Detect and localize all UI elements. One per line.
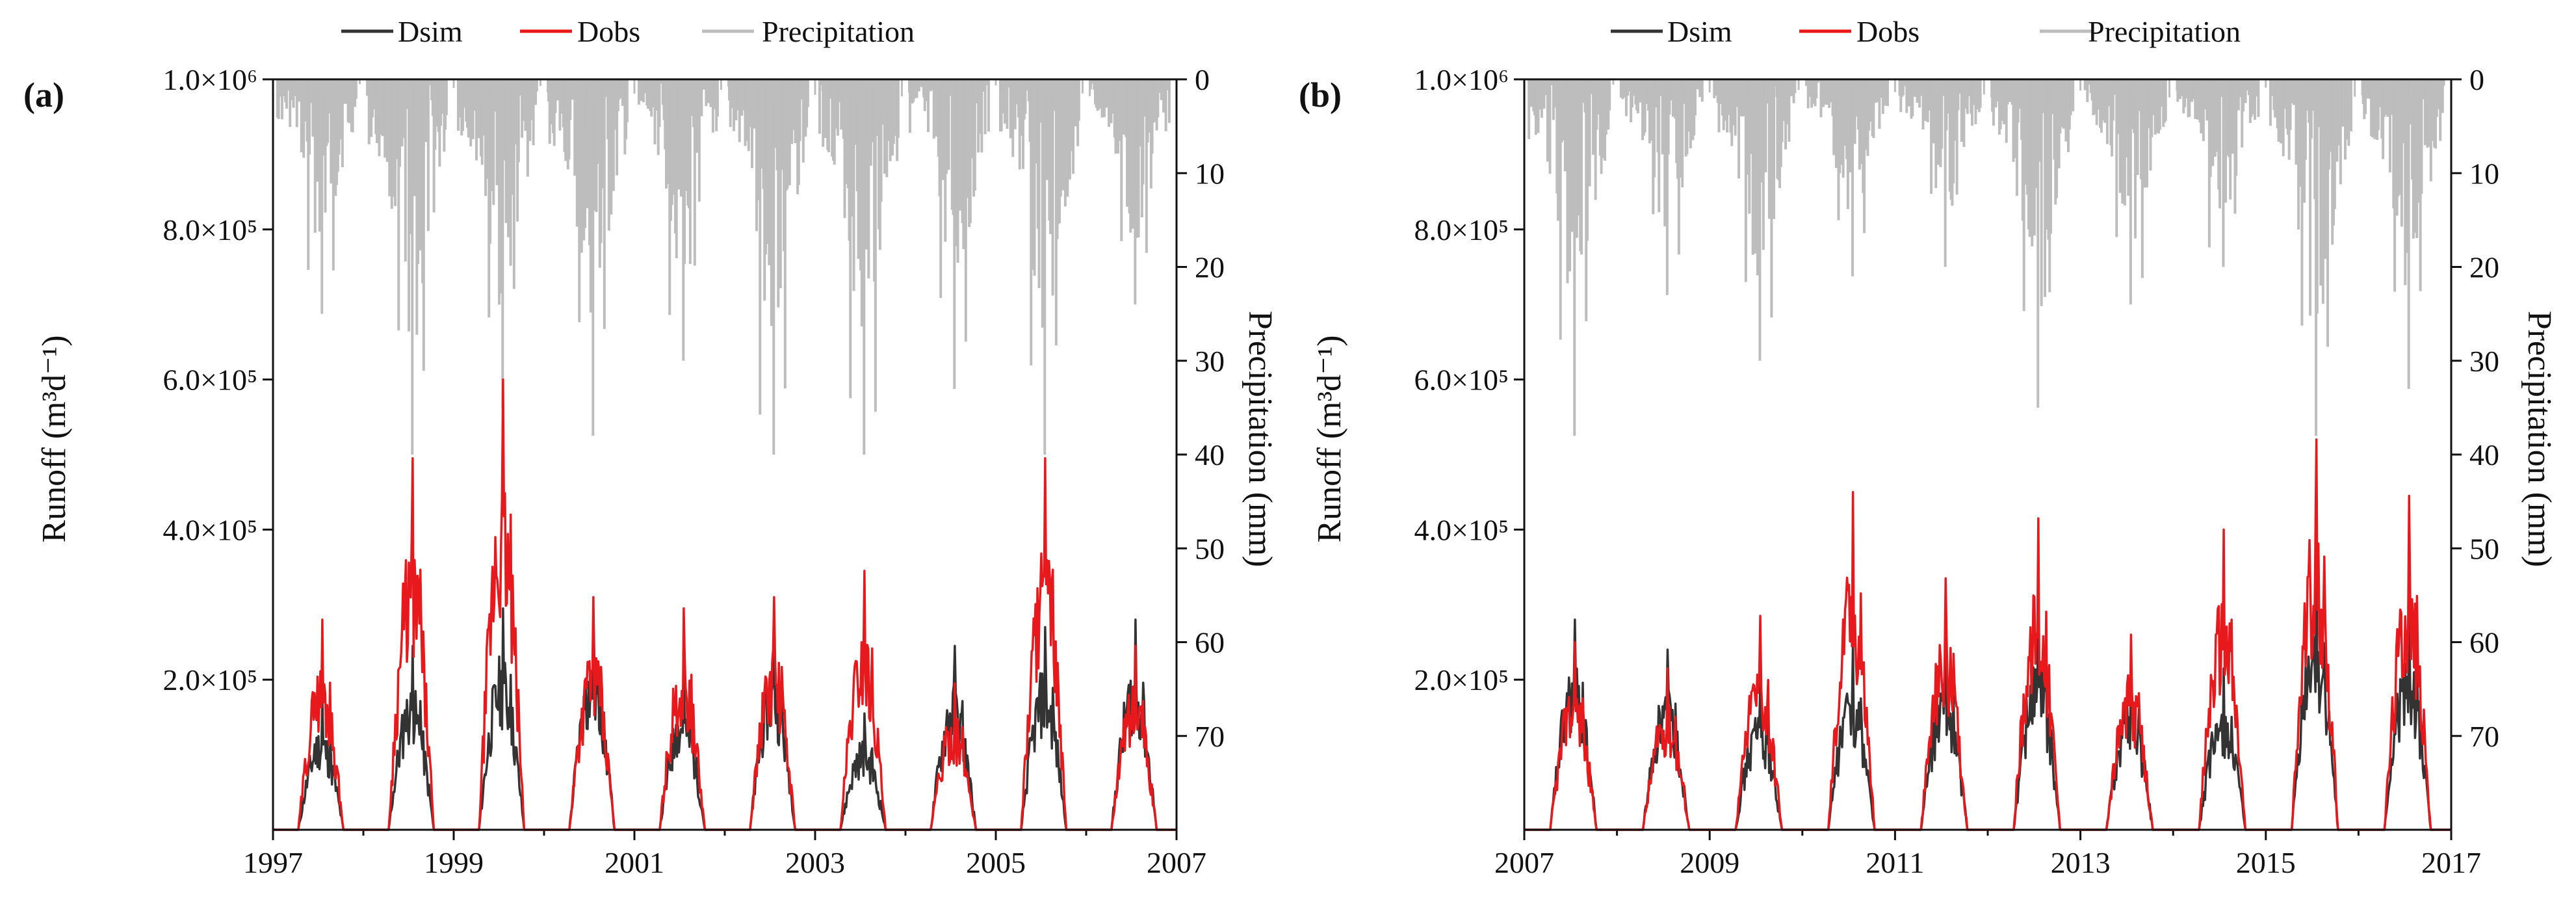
x-tick-label: 2005 [966,846,1026,879]
y2-tick-label: 60 [1195,626,1225,659]
y-tick-label: 4.0×10⁵ [1414,513,1509,546]
x-tick-label: 2007 [1494,846,1554,879]
panel-label-a: (a) [23,75,64,114]
runoff-line [273,378,1177,831]
panel-b: (b) Runoff (m³d⁻¹) Precipitation (mm) 20… [1299,63,2558,879]
ylabel-right-b: Precipitation (mm) [2521,311,2558,567]
y2-tick-label: 50 [2469,532,2499,565]
ylabel-left-b: Runoff (m³d⁻¹) [1311,335,1348,542]
legend: Dsim Dobs Precipitation Dsim Dobs Precip… [341,15,2241,48]
legend-label-dsim-b: Dsim [1667,15,1732,48]
x-ticks-b: 2007 2009 2011 2013 2015 2017 [1494,830,2481,879]
series-dobs-a [273,378,1177,831]
legend-label-precip: Precipitation [762,15,915,48]
x-tick-label: 2017 [2421,846,2481,879]
y2-tick-label: 60 [2469,626,2499,659]
y2-tick-label: 20 [2469,251,2499,284]
y2-tick-label: 40 [1195,438,1225,471]
y2-tick-label: 0 [1195,63,1210,96]
series-dsim-b [1524,562,2451,831]
runoff-line [1524,438,2451,831]
y2-tick-label: 50 [1195,532,1225,565]
x-tick-label: 2003 [785,846,845,879]
y-tick-label: 4.0×10⁵ [163,513,257,546]
panel-a: (a) Runoff (m³d⁻¹) Precipitation (mm) 19… [23,63,1279,879]
y2-tick-label: 10 [1195,157,1225,190]
y-ticks-right-a: 0 10 20 30 40 50 60 70 [1177,63,1225,753]
ylabel-right-a: Precipitation (mm) [1242,311,1279,567]
y2-tick-label: 0 [2469,63,2484,96]
x-ticks-a: 1997 1999 2001 2003 2005 2007 [243,830,1206,879]
y-tick-label: 1.0×10⁶ [1414,63,1509,96]
plot-frame-a [272,78,1178,831]
y2-tick-label: 30 [1195,345,1225,378]
x-tick-label: 2015 [2236,846,2296,879]
y-tick-label: 2.0×10⁵ [163,663,257,696]
legend-label-dobs: Dobs [577,15,640,48]
y-tick-label: 2.0×10⁵ [1414,663,1509,696]
y-tick-label: 6.0×10⁵ [1414,364,1509,397]
legend-label-dobs-b: Dobs [1856,15,1919,48]
x-tick-label: 2001 [605,846,664,879]
y-tick-label: 8.0×10⁵ [1414,213,1509,246]
panel-label-b: (b) [1299,75,1342,114]
plot-frame-b [1523,78,2452,831]
x-tick-label: 1999 [424,846,484,879]
ylabel-left-a: Runoff (m³d⁻¹) [36,335,73,542]
y2-tick-label: 70 [1195,720,1225,753]
series-precipitation-b [1523,79,2452,436]
runoff-line [1524,562,2451,831]
y2-tick-label: 30 [2469,345,2499,378]
y-ticks-left-a: 2.0×10⁵ 4.0×10⁵ 6.0×10⁵ 8.0×10⁵ 1.0×10⁶ [163,63,273,696]
y-ticks-left-b: 2.0×10⁵ 4.0×10⁵ 6.0×10⁵ 8.0×10⁵ 1.0×10⁶ [1414,63,1524,696]
y-tick-label: 8.0×10⁵ [163,213,257,246]
x-tick-label: 2009 [1680,846,1739,879]
y2-tick-label: 10 [2469,157,2499,190]
x-tick-label: 1997 [243,846,303,879]
x-tick-label: 2007 [1147,846,1206,879]
x-tick-label: 2011 [1866,846,1924,879]
legend-label-dsim: Dsim [398,15,463,48]
legend-label-precip-b: Precipitation [2088,15,2241,48]
series-precipitation-a [272,79,1178,455]
y-tick-label: 6.0×10⁵ [163,364,257,397]
y2-tick-label: 20 [1195,251,1225,284]
y-tick-label: 1.0×10⁶ [163,63,257,96]
series-dobs-b [1524,438,2451,831]
y-ticks-right-b: 0 10 20 30 40 50 60 70 [2451,63,2499,753]
y2-tick-label: 40 [2469,438,2499,471]
x-tick-label: 2013 [2051,846,2111,879]
y2-tick-label: 70 [2469,720,2499,753]
